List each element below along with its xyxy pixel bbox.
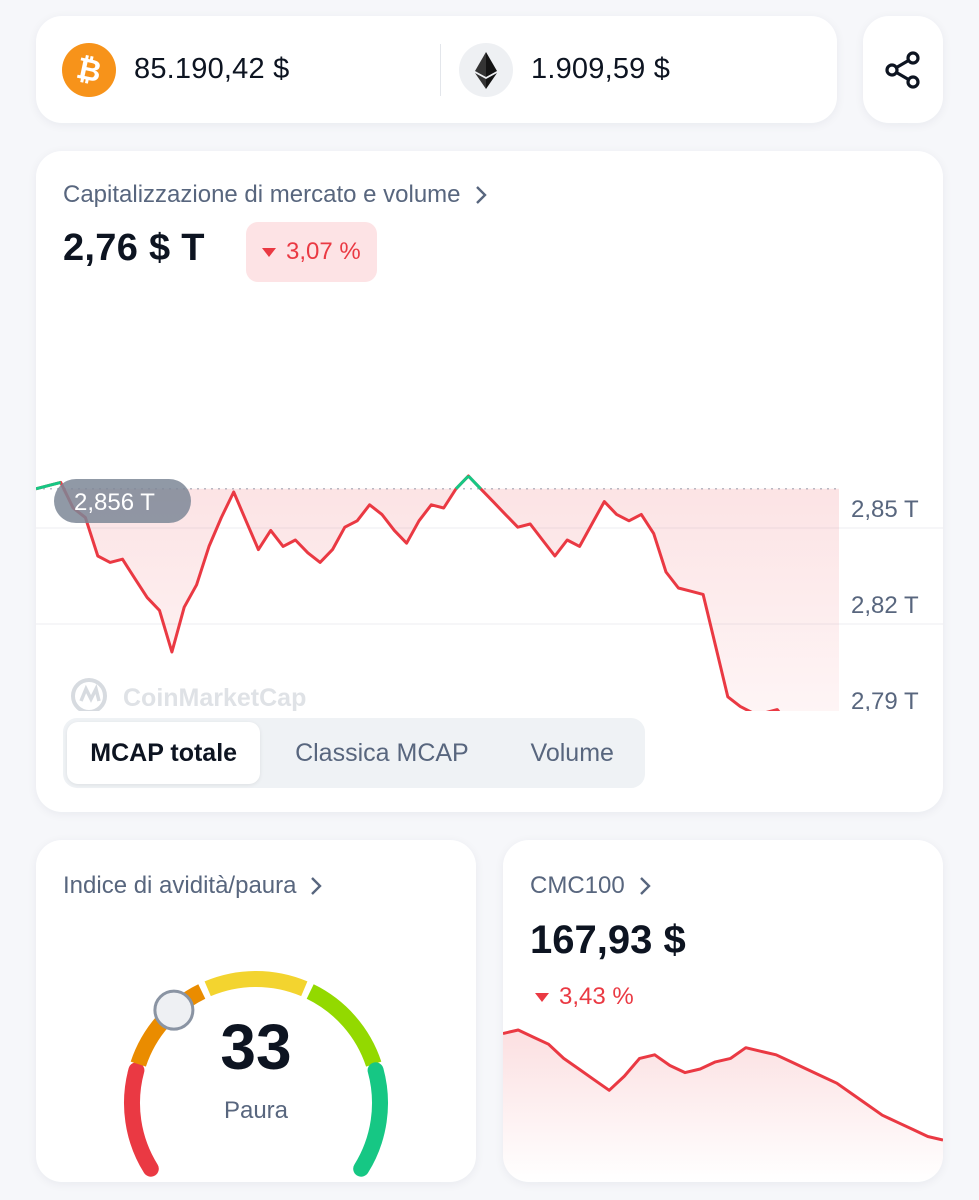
market-cap-card: Capitalizzazione di mercato e volume 2,7… xyxy=(36,151,943,812)
share-button[interactable] xyxy=(863,16,943,123)
market-cap-change-value: 3,07 % xyxy=(286,238,361,265)
ethereum-icon xyxy=(459,42,513,97)
tab-mcap-ranking[interactable]: Classica MCAP xyxy=(295,738,469,767)
y-tick-label: 2,82 T xyxy=(851,592,919,619)
eth-price[interactable]: 1.909,59 $ xyxy=(459,16,670,123)
coinmarketcap-watermark: CoinMarketCap xyxy=(71,678,306,711)
fear-greed-label: Paura xyxy=(223,1097,289,1124)
chart-tabs: MCAP totale Classica MCAP Volume xyxy=(63,718,645,788)
cmc100-change-value: 3,43 % xyxy=(559,983,634,1010)
fear-greed-title: Indice di avidità/paura xyxy=(63,872,297,899)
gauge-indicator-knob xyxy=(153,989,195,1031)
cmc100-chart xyxy=(503,1028,943,1182)
market-cap-chart[interactable]: CoinMarketCap 2,856 T 2,85 T 2,82 T 2,79 T… xyxy=(36,311,943,711)
svg-text:₿: ₿ xyxy=(73,50,104,89)
y-tick-label: 2,85 T xyxy=(851,496,919,523)
market-cap-line xyxy=(36,474,781,711)
cmc100-card[interactable]: CMC100 167,93 $ 3,43 % xyxy=(503,840,943,1182)
btc-price-value: 85.190,42 $ xyxy=(134,53,290,85)
share-icon xyxy=(885,50,920,89)
chevron-right-icon xyxy=(475,186,487,204)
ticker-divider xyxy=(440,44,441,96)
bitcoin-icon: ₿ xyxy=(62,42,116,97)
fear-greed-gauge xyxy=(124,971,388,1177)
y-tick-label: 2,79 T xyxy=(851,688,919,711)
cmc100-change: 3,43 % xyxy=(535,983,634,1011)
down-triangle-icon xyxy=(262,247,276,257)
gauge-segment xyxy=(204,971,308,997)
market-cap-change-badge: 3,07 % xyxy=(246,222,377,282)
market-cap-title: Capitalizzazione di mercato e volume xyxy=(63,181,461,208)
chevron-right-icon xyxy=(639,877,651,895)
fear-greed-title-link[interactable]: Indice di avidità/paura xyxy=(63,872,323,900)
price-ticker-bar: ₿ 85.190,42 $ 1.909,59 $ xyxy=(36,16,837,123)
market-cap-title-link[interactable]: Capitalizzazione di mercato e volume xyxy=(63,181,487,209)
chevron-right-icon xyxy=(311,877,323,895)
tab-total-mcap[interactable]: MCAP totale xyxy=(67,722,261,784)
fear-greed-card[interactable]: Indice di avidità/paura 33 Paura xyxy=(36,840,476,1182)
down-triangle-icon xyxy=(535,992,549,1002)
cmc100-title: CMC100 xyxy=(530,872,625,899)
eth-price-value: 1.909,59 $ xyxy=(531,53,671,85)
fear-greed-value: 33 xyxy=(220,1011,292,1083)
gauge-segment xyxy=(353,1062,388,1177)
cmc100-title-link[interactable]: CMC100 xyxy=(530,872,651,900)
price-tooltip: 2,856 T xyxy=(54,479,191,523)
market-cap-value: 2,76 $ T xyxy=(63,227,205,269)
gauge-segment xyxy=(124,1062,159,1177)
btc-price[interactable]: ₿ 85.190,42 $ xyxy=(62,16,289,123)
cmc100-value: 167,93 $ xyxy=(530,918,686,962)
gauge-segment xyxy=(306,984,382,1067)
tab-volume[interactable]: Volume xyxy=(530,738,614,767)
svg-text:2,856 T: 2,856 T xyxy=(74,489,155,516)
svg-text:CoinMarketCap: CoinMarketCap xyxy=(123,684,306,711)
